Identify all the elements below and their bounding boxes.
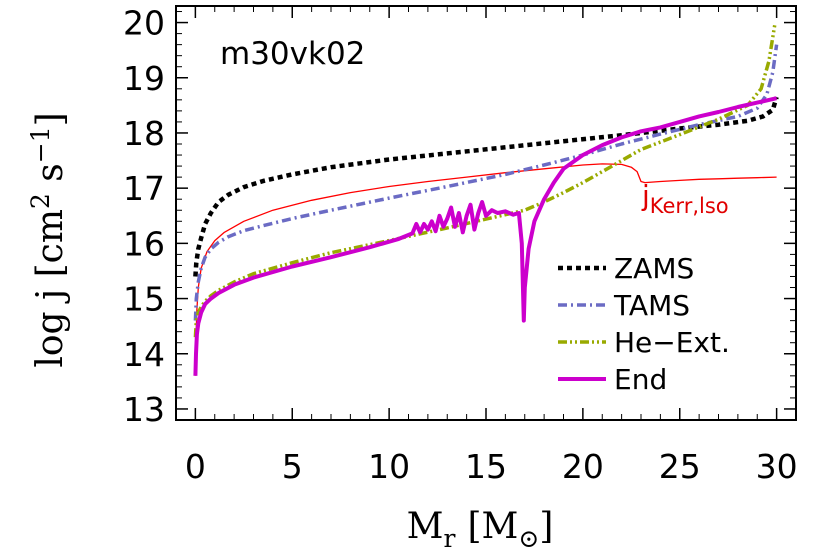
x-tick-label: 15	[465, 447, 507, 486]
legend-label: TAMS	[613, 289, 690, 322]
x-tick-label: 5	[282, 447, 303, 486]
x-axis-title: Mr [M⊙]	[407, 506, 554, 553]
legend: ZAMS TAMS He−Ext. End	[558, 252, 730, 396]
legend-label: He−Ext.	[614, 326, 730, 359]
y-axis-mid: s	[30, 163, 71, 193]
x-tick-label: 25	[659, 447, 701, 486]
y-tick-label: 19	[123, 59, 165, 98]
x-axis-unit-open: [M	[467, 506, 518, 547]
series-line-zams	[193, 96, 779, 277]
y-tick-label: 20	[123, 4, 165, 43]
x-axis-unit-close: ]	[539, 506, 553, 547]
legend-label: End	[614, 363, 667, 396]
legend-label: ZAMS	[614, 252, 694, 285]
x-axis-unit-sub: ⊙	[518, 524, 539, 553]
y-tick-label: 15	[123, 280, 165, 319]
kerr-annotation: jKerr,lso	[641, 179, 729, 218]
ticks-layer	[175, 6, 797, 420]
y-tick-label: 16	[123, 224, 165, 263]
y-axis-sup2: −1	[26, 126, 55, 163]
model-label: m30vk02	[220, 36, 365, 72]
y-axis-title: log j [cm2 s−1]	[26, 112, 71, 367]
y-axis-close: ]	[30, 112, 71, 126]
x-axis-main: M	[407, 506, 444, 547]
y-axis-main: log j [cm	[30, 209, 71, 368]
series-line-tams	[193, 44, 779, 321]
y-tick-label: 17	[123, 169, 165, 208]
x-tick-label: 20	[562, 447, 604, 486]
kerr-annotation-sub: Kerr,lso	[650, 194, 729, 218]
x-tick-label: 30	[756, 447, 798, 486]
y-tick-label: 13	[123, 390, 165, 429]
y-tick-label: 14	[123, 335, 165, 374]
x-tick-label: 0	[185, 447, 206, 486]
series-line-end	[193, 96, 778, 376]
x-axis-sub: r	[444, 524, 456, 553]
series-layer	[193, 25, 779, 376]
kerr-annotation-main: j	[641, 179, 650, 212]
x-tick-label: 10	[368, 447, 410, 486]
series-line-he-ext-	[193, 25, 777, 338]
y-axis-sup1: 2	[26, 193, 55, 209]
y-tick-label: 18	[123, 114, 165, 153]
